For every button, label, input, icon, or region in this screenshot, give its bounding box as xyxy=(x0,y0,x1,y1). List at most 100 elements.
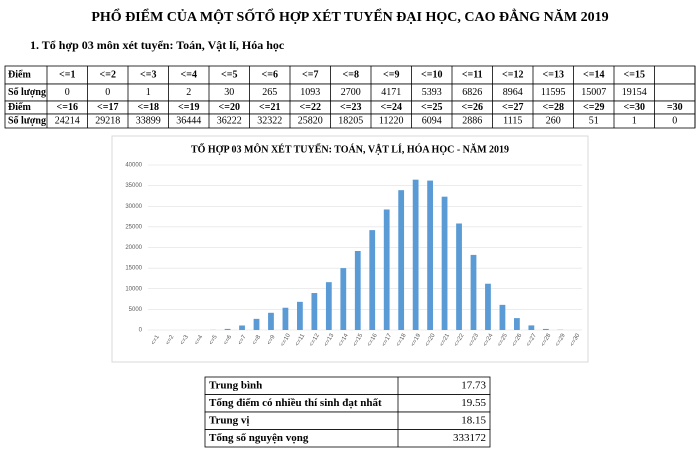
y-tick-label: 15000 xyxy=(125,266,142,272)
summary-value: 19.55 xyxy=(461,397,486,409)
bar xyxy=(311,293,318,330)
score-label: <=24 xyxy=(381,102,402,113)
score-label: <=27 xyxy=(502,102,523,113)
x-tick-label: <=6 xyxy=(223,334,234,347)
bar xyxy=(282,307,289,330)
score-label: <=6 xyxy=(262,69,278,80)
count-value: 19154 xyxy=(622,87,647,98)
count-value: 36222 xyxy=(217,115,242,126)
score-label: <=4 xyxy=(181,69,197,80)
count-value: 0 xyxy=(65,87,70,98)
x-tick-label: <=9 xyxy=(266,334,277,347)
bar xyxy=(456,223,462,330)
summary-label: Trung vị xyxy=(209,414,249,426)
score-label: <=8 xyxy=(343,69,359,80)
count-value: 2886 xyxy=(462,115,482,126)
x-tick-label: <=5 xyxy=(208,334,219,347)
count-value: 29218 xyxy=(95,115,120,126)
x-tick-label: <=1 xyxy=(151,334,162,347)
bar xyxy=(369,230,376,330)
count-value: 6094 xyxy=(422,115,442,126)
score-label: <=19 xyxy=(178,102,199,113)
count-value: 5393 xyxy=(422,87,442,98)
score-label: <=10 xyxy=(421,69,442,80)
bar xyxy=(514,318,520,330)
score-label: <=21 xyxy=(259,102,280,113)
x-tick-label: <=4 xyxy=(194,334,205,347)
count-value: 33899 xyxy=(136,115,161,126)
score-label: <=12 xyxy=(502,69,523,80)
bar xyxy=(340,268,347,330)
x-tick-label: <=7 xyxy=(237,334,248,347)
score-label: <=22 xyxy=(300,102,321,113)
bar xyxy=(398,190,405,330)
count-value: 260 xyxy=(546,115,561,126)
count-value: 6826 xyxy=(462,87,482,98)
count-value: 51 xyxy=(589,115,599,126)
score-label: <=26 xyxy=(462,102,483,113)
row-label: Số lượng xyxy=(8,87,46,98)
row-label: Điểm xyxy=(8,102,31,113)
bar xyxy=(297,301,303,330)
score-label: <=5 xyxy=(221,69,237,80)
x-tick-label: <=3 xyxy=(179,334,190,347)
row-label: Điểm xyxy=(8,69,31,80)
bar xyxy=(499,304,506,330)
y-tick-label: 5000 xyxy=(129,307,143,313)
bar xyxy=(542,328,549,330)
summary-value: 18.15 xyxy=(461,414,486,426)
chart-title: TỔ HỢP 03 MÔN XÉT TUYỂN: TOÁN, VẬT LÍ, H… xyxy=(191,142,509,155)
score-label: =30 xyxy=(667,102,683,113)
count-value: 36444 xyxy=(176,115,201,126)
count-value: 8964 xyxy=(503,87,523,98)
score-label: <=15 xyxy=(624,69,645,80)
count-value: 0 xyxy=(672,115,677,126)
summary-value: 17.73 xyxy=(461,379,486,391)
count-value: 11595 xyxy=(541,87,566,98)
count-value: 30 xyxy=(224,87,234,98)
score-label: <=3 xyxy=(140,69,156,80)
x-tick-label: <=2 xyxy=(165,334,176,347)
score-label: <=25 xyxy=(421,102,442,113)
y-tick-label: 10000 xyxy=(125,286,142,292)
bar xyxy=(224,328,231,330)
count-value: 0 xyxy=(105,87,110,98)
count-value: 1 xyxy=(146,87,151,98)
summary-label: Tổng số nguyện vọng xyxy=(209,432,309,444)
bar xyxy=(528,325,535,330)
summary-row xyxy=(204,429,491,448)
score-label: <=20 xyxy=(219,102,240,113)
y-tick-label: 40000 xyxy=(125,163,142,169)
bar xyxy=(354,250,361,330)
bar xyxy=(239,325,245,330)
count-value: 32322 xyxy=(257,115,282,126)
bar xyxy=(253,318,260,330)
count-value: 2700 xyxy=(341,87,361,98)
score-label: <=28 xyxy=(543,102,564,113)
chart-frame xyxy=(111,135,589,363)
y-tick-label: 35000 xyxy=(125,183,142,189)
count-value: 265 xyxy=(262,87,277,98)
score-label: <=2 xyxy=(100,69,116,80)
bar xyxy=(441,196,448,330)
bar xyxy=(427,180,433,330)
summary-label: Trung bình xyxy=(209,379,262,391)
score-label: <=9 xyxy=(383,69,399,80)
row-label: Số lượng xyxy=(8,115,46,126)
score-label: <=16 xyxy=(57,102,78,113)
count-value: 4171 xyxy=(381,87,401,98)
y-tick-label: 0 xyxy=(139,328,143,334)
score-label: <=17 xyxy=(97,102,118,113)
score-label: <=1 xyxy=(59,69,75,80)
count-value: 1 xyxy=(632,115,637,126)
count-value: 2 xyxy=(186,87,191,98)
bar xyxy=(383,209,390,330)
y-tick-label: 30000 xyxy=(125,204,142,210)
score-label: <=14 xyxy=(583,69,604,80)
bar xyxy=(325,282,332,330)
score-label: <=11 xyxy=(462,69,483,80)
count-value: 25820 xyxy=(298,115,323,126)
count-value: 1093 xyxy=(300,87,320,98)
y-tick-label: 25000 xyxy=(125,224,142,230)
